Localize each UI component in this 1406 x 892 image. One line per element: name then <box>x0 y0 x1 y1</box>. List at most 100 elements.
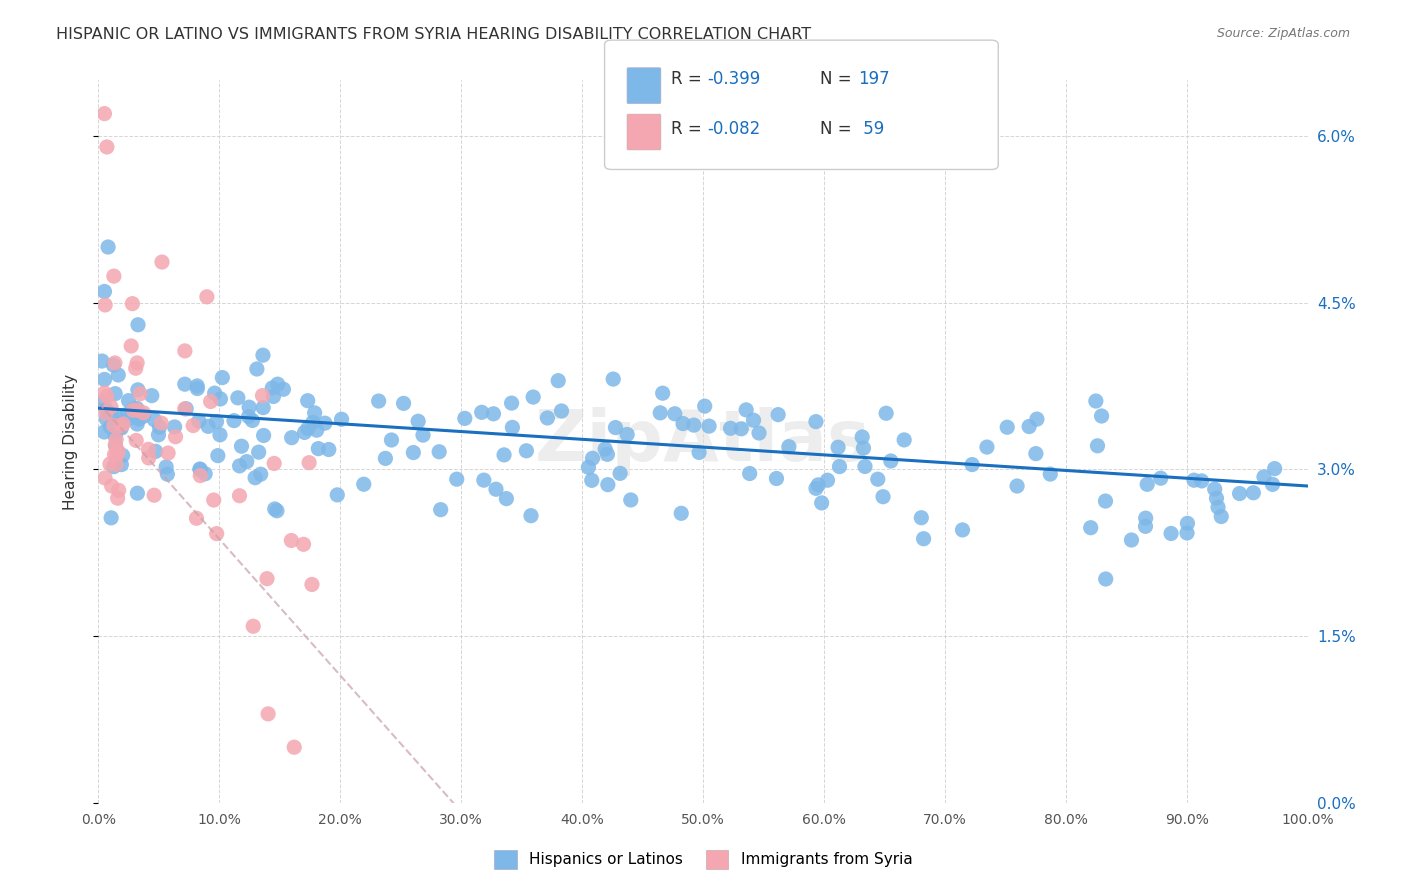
Point <box>851 430 873 444</box>
Point <box>105 448 128 462</box>
Point <box>188 468 211 483</box>
Point <box>1175 525 1198 540</box>
Point <box>96 389 118 403</box>
Point <box>1206 500 1229 515</box>
Text: Source: ZipAtlas.com: Source: ZipAtlas.com <box>1216 27 1350 40</box>
Text: HISPANIC OR LATINO VS IMMIGRANTS FROM SYRIA HEARING DISABILITY CORRELATION CHART: HISPANIC OR LATINO VS IMMIGRANTS FROM SY… <box>56 27 811 42</box>
Point <box>156 467 179 482</box>
Point <box>827 440 849 454</box>
Point <box>208 427 231 442</box>
Point <box>122 403 145 417</box>
Point <box>94 298 117 312</box>
Point <box>307 442 329 456</box>
Point <box>128 412 150 426</box>
Point <box>720 421 742 435</box>
Point <box>96 140 118 154</box>
Point <box>294 425 316 440</box>
Point <box>620 493 643 508</box>
Point <box>263 457 285 471</box>
Point <box>100 511 122 525</box>
Point <box>688 445 710 459</box>
Point <box>127 383 149 397</box>
Point <box>912 532 935 546</box>
Point <box>186 382 208 396</box>
Point <box>616 427 638 442</box>
Point <box>1094 494 1116 508</box>
Point <box>96 402 118 417</box>
Point <box>852 441 875 455</box>
Point <box>596 477 619 491</box>
Point <box>671 506 693 520</box>
Point <box>228 489 250 503</box>
Point <box>103 448 125 462</box>
Point <box>742 413 765 427</box>
Point <box>429 502 451 516</box>
Point <box>326 488 349 502</box>
Point <box>976 440 998 454</box>
Point <box>93 106 115 120</box>
Point <box>186 511 208 525</box>
Point <box>1191 474 1213 488</box>
Point <box>471 405 494 419</box>
Point <box>266 504 288 518</box>
Point <box>485 482 508 496</box>
Point <box>94 406 117 420</box>
Text: -0.399: -0.399 <box>707 70 761 88</box>
Point <box>110 418 132 433</box>
Point <box>472 473 495 487</box>
Point <box>121 296 143 310</box>
Point <box>252 348 274 362</box>
Point <box>257 706 280 721</box>
Text: 197: 197 <box>858 70 889 88</box>
Point <box>547 374 569 388</box>
Point <box>143 488 166 502</box>
Point <box>197 419 219 434</box>
Point <box>228 458 250 473</box>
Point <box>1229 486 1251 500</box>
Point <box>98 420 121 434</box>
Point <box>104 438 127 452</box>
Point <box>301 577 323 591</box>
Point <box>93 285 115 299</box>
Point <box>910 510 932 524</box>
Point <box>952 523 974 537</box>
Point <box>107 483 129 498</box>
Point <box>297 393 319 408</box>
Point <box>240 413 263 427</box>
Point <box>246 362 269 376</box>
Point <box>105 458 128 472</box>
Point <box>104 386 127 401</box>
Text: R =: R = <box>671 70 707 88</box>
Point <box>110 458 132 472</box>
Point <box>211 370 233 384</box>
Point <box>186 379 208 393</box>
Point <box>93 372 115 386</box>
Point <box>550 404 572 418</box>
Point <box>107 491 129 505</box>
Point <box>880 454 903 468</box>
Point <box>104 356 127 370</box>
Point <box>205 415 228 429</box>
Point <box>111 449 134 463</box>
Point <box>148 420 170 434</box>
Point <box>127 486 149 500</box>
Point <box>735 403 758 417</box>
Point <box>187 414 209 428</box>
Point <box>238 409 260 424</box>
Point <box>122 402 145 417</box>
Point <box>581 451 603 466</box>
Point <box>515 443 537 458</box>
Point <box>875 406 897 420</box>
Point <box>93 425 115 439</box>
Point <box>138 442 160 457</box>
Point <box>280 431 302 445</box>
Point <box>101 409 124 424</box>
Point <box>778 440 800 454</box>
Point <box>353 477 375 491</box>
Point <box>263 502 285 516</box>
Point <box>204 386 226 401</box>
Point <box>103 358 125 372</box>
Point <box>127 417 149 431</box>
Point <box>828 459 851 474</box>
Point <box>127 403 149 417</box>
